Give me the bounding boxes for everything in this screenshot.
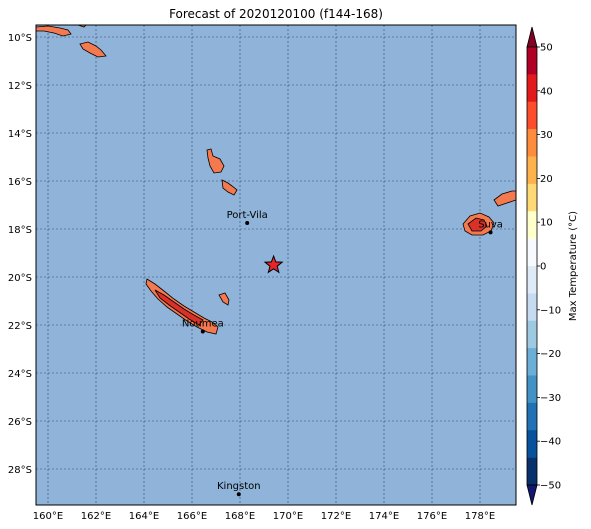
city-label: Kingston (217, 481, 261, 492)
colorbar-tick-label: −30 (540, 393, 561, 404)
x-tick-label: 170°E (273, 511, 303, 522)
y-tick-label: 10°S (8, 33, 32, 44)
colorbar-segment (527, 156, 537, 185)
x-tick-label: 172°E (321, 511, 351, 522)
star-marker (263, 254, 284, 274)
colorbar-segment (527, 266, 537, 294)
colorbar-segment (527, 47, 537, 75)
land-loyalty-islands (218, 292, 230, 306)
city-label: Suva (478, 219, 503, 230)
y-tick-label: 28°S (8, 465, 32, 476)
colorbar-tick-label: 10 (540, 218, 553, 229)
land-new-caledonia-core (154, 289, 204, 326)
colorbar-tick-label: −10 (540, 305, 561, 316)
x-axis: 160°E 162°E 164°E 166°E 168°E 170°E 172°E 174°E… (33, 511, 495, 522)
city-label: Port-Vila (227, 210, 268, 221)
colorbar-arrow-top (526, 26, 538, 48)
map-title: Forecast of 2020120100 (f144-168) (169, 7, 383, 21)
y-tick-label: 26°S (8, 417, 32, 428)
colorbar-arrow-bottom (526, 484, 538, 506)
y-tick-label: 12°S (8, 81, 32, 92)
colorbar-segment (527, 293, 537, 322)
city-label: Noumea (182, 318, 224, 329)
colorbar-label: Max Temperature (°C) (568, 211, 579, 321)
colorbar-tick-label: −50 (540, 481, 561, 492)
x-tick-label: 164°E (129, 511, 159, 522)
colorbar-segment (527, 129, 537, 157)
city-dot (245, 221, 250, 225)
colorbar-segment (527, 430, 537, 458)
graticule (36, 25, 516, 505)
map-frame (35, 24, 517, 506)
y-tick-label: 22°S (8, 321, 32, 332)
colorbar-segment (527, 375, 537, 404)
colorbar: 50 40 30 20 10 0 −10 −20 −30 −40 −50 Max Temperatur… (526, 26, 579, 506)
colorbar-segment (527, 101, 537, 130)
y-tick-label: 24°S (8, 369, 32, 380)
colorbar-tick-label: −40 (540, 437, 561, 448)
y-tick-label: 16°S (8, 177, 32, 188)
land-vanuatu-malekula (221, 179, 238, 196)
city-dot (488, 230, 493, 235)
x-tick-label: 166°E (177, 511, 207, 522)
y-tick-label: 20°S (8, 273, 32, 284)
colorbar-tick-label: 0 (540, 262, 546, 273)
colorbar-segment (527, 183, 537, 212)
colorbar-tick-label: 50 (540, 43, 553, 54)
y-tick-label: 14°S (8, 129, 32, 140)
colorbar-tick-label: 30 (540, 130, 553, 141)
x-tick-label: 178°E (465, 511, 495, 522)
land-solomon-b (79, 41, 107, 58)
land-fiji-viti-levu-core (467, 217, 488, 232)
y-axis: 10°S 12°S 14°S 16°S 18°S 20°S 22°S 24°S 26°S 28°S (8, 33, 32, 476)
colorbar-tick-label: 20 (540, 174, 553, 185)
colorbar-segment (527, 320, 537, 349)
colorbar-segment (527, 348, 537, 376)
colorbar-tick-label: 40 (540, 86, 553, 97)
city-dot (200, 329, 205, 334)
colorbar-segment (527, 74, 537, 103)
x-tick-label: 174°E (369, 511, 399, 522)
colorbar-segment (527, 457, 537, 486)
colorbar-segment (527, 238, 537, 267)
colorbar-tick-label: −20 (540, 349, 561, 360)
x-tick-label: 176°E (417, 511, 447, 522)
land-solomon-a (35, 25, 72, 37)
city-dot (236, 492, 241, 497)
city-markers: Port-Vila Noumea Suva Kingston (182, 210, 503, 497)
land-vanuatu-espiritu-santo (206, 148, 225, 174)
x-tick-label: 162°E (81, 511, 111, 522)
land-masses (35, 24, 517, 335)
x-tick-label: 168°E (225, 511, 255, 522)
colorbar-segment (527, 211, 537, 239)
y-tick-label: 18°S (8, 225, 32, 236)
colorbar-segment (527, 402, 537, 431)
x-tick-label: 160°E (33, 511, 63, 522)
forecast-point-marker (263, 254, 284, 274)
